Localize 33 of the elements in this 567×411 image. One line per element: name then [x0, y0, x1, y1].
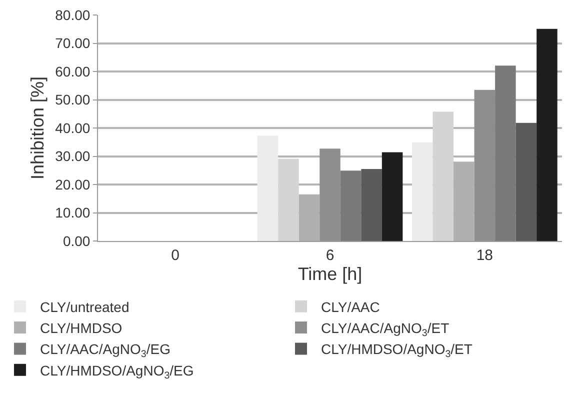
- y-tick-label: 80.00: [55, 6, 90, 23]
- bar: [454, 162, 474, 241]
- y-tick-label: 70.00: [55, 35, 90, 52]
- legend-label: CLY/AAC/AgNO$_{3}$/EG: [40, 341, 170, 360]
- legend-label: CLY/AAC: [321, 298, 380, 315]
- bar: [278, 158, 299, 241]
- y-tick-label: 60.00: [55, 63, 90, 80]
- bar: [257, 136, 278, 241]
- y-tick-label: 50.00: [55, 92, 90, 108]
- x-tick-label: 0: [171, 247, 180, 264]
- x-tick-label: 18: [476, 247, 494, 264]
- bar: [516, 122, 537, 241]
- bar: [412, 142, 433, 241]
- y-tick-label: 30.00: [55, 148, 90, 164]
- y-axis-title: Inhibition [%]: [27, 76, 48, 180]
- bar: [340, 170, 362, 241]
- y-tick-label: 10.00: [55, 204, 90, 221]
- x-tick-label: 6: [326, 247, 334, 264]
- y-tick-label: 20.00: [55, 176, 90, 192]
- bar: [382, 152, 403, 241]
- bar: [432, 112, 454, 241]
- x-axis-title: Time [h]: [298, 264, 362, 284]
- bar: [536, 28, 558, 241]
- legend-label: CLY/AAC/AgNO$_{3}$/ET: [321, 320, 450, 339]
- y-tick-label: 0.00: [62, 232, 90, 249]
- bar: [298, 194, 320, 241]
- legend-label: CLY/untreated: [40, 298, 130, 315]
- bar: [361, 168, 382, 241]
- bar: [495, 66, 516, 241]
- legend-label: CLY/HMDSO: [40, 320, 122, 336]
- legend-label: CLY/HMDSO/AgNO$_{3}$/ET: [321, 341, 473, 360]
- legend-label: CLY/HMDSO/AgNO$_{3}$/EG: [40, 362, 194, 382]
- y-tick-label: 40.00: [55, 120, 90, 136]
